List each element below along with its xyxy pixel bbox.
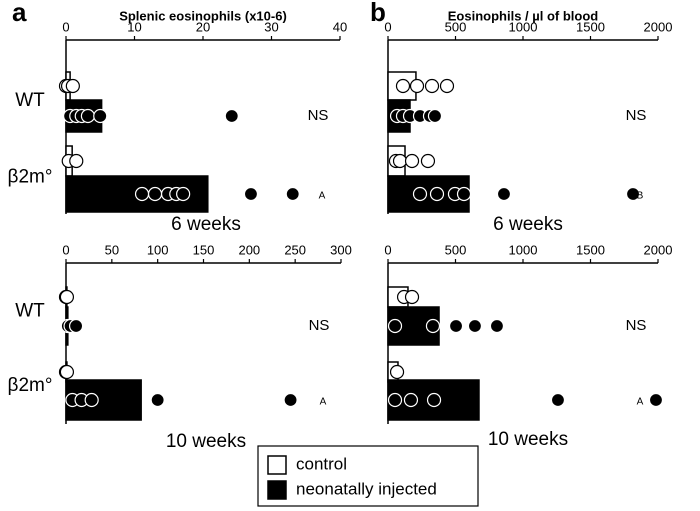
data-point [59,364,75,380]
x-tick-label: 100 [147,242,169,257]
x-tick-label: 50 [105,242,119,257]
x-tick-label: 500 [445,19,467,34]
legend-swatch [267,455,287,475]
legend-box [257,445,479,507]
data-point [80,108,96,124]
x-tick-label: 2000 [644,19,673,34]
data-point [426,392,442,408]
panel-subtitle: 6 weeks [493,214,563,235]
x-tick-label: 10 [127,19,141,34]
data-point [134,186,150,202]
panel-label: a [12,0,27,27]
data-point [68,318,84,334]
data-point [387,318,403,334]
x-tick-label: 250 [284,242,306,257]
annotation: A [637,397,644,408]
data-point [283,392,298,408]
data-point [224,108,239,124]
x-tick-label: 20 [196,19,210,34]
data-point [69,153,84,169]
x-tick-label: 300 [330,242,352,257]
panel-subtitle: 10 weeks [488,429,568,450]
annotation: B [637,191,644,202]
data-point [243,186,259,202]
axis-title: Eosinophils / µl of blood [448,8,599,23]
data-point [84,392,99,408]
x-tick-label: 30 [264,19,278,34]
data-point [389,364,405,380]
data-point [420,153,436,169]
x-tick-label: 1500 [576,19,605,34]
data-point [456,186,472,202]
data-point [429,186,445,202]
annotation: A [319,191,326,202]
data-point [448,318,464,334]
data-point [648,392,664,408]
annotation: NS [309,317,330,334]
data-point [65,78,80,94]
panel-label: b [370,0,386,27]
category-label: WT [15,301,45,322]
legend-swatch [267,480,287,500]
panel-subtitle: 6 weeks [171,214,241,235]
data-point [93,108,108,124]
x-tick-label: 1000 [509,19,538,34]
data-point [176,186,191,202]
annotation: NS [308,107,329,124]
data-point [403,392,419,408]
data-point [425,318,441,334]
data-point [439,78,455,94]
data-point [395,78,411,94]
data-point [59,289,75,305]
x-tick-label: 40 [333,19,347,34]
x-tick-label: 2000 [644,242,673,257]
annotation: NS [626,107,647,124]
panel-subtitle: 10 weeks [166,431,246,452]
data-point [496,186,512,202]
data-point [489,318,505,334]
data-point [467,318,483,334]
x-tick-label: 0 [62,242,69,257]
data-point [424,78,440,94]
category-label: β2m° [8,167,53,188]
data-point [404,153,420,169]
category-label: β2m° [8,375,53,396]
data-point [387,392,403,408]
data-point [409,78,425,94]
data-point [625,186,641,202]
x-tick-label: 200 [238,242,260,257]
data-point [285,186,300,202]
legend-label: control [296,454,347,473]
x-tick-label: 150 [193,242,215,257]
data-point [427,108,443,124]
x-tick-label: 500 [445,242,467,257]
data-point [150,392,165,408]
data-point [412,186,428,202]
category-label: WT [15,90,45,111]
data-point [392,153,408,169]
x-tick-label: 1500 [576,242,605,257]
x-tick-label: 0 [62,19,69,34]
x-tick-label: 0 [384,19,391,34]
legend-label: neonatally injected [296,479,437,498]
x-tick-label: 1000 [509,242,538,257]
data-point [404,289,420,305]
data-point [147,186,163,202]
x-tick-label: 0 [384,242,391,257]
axis-title: Splenic eosinophils (x10-6) [119,8,287,23]
annotation: A [320,397,327,408]
annotation: NS [626,317,647,334]
data-point [550,392,566,408]
